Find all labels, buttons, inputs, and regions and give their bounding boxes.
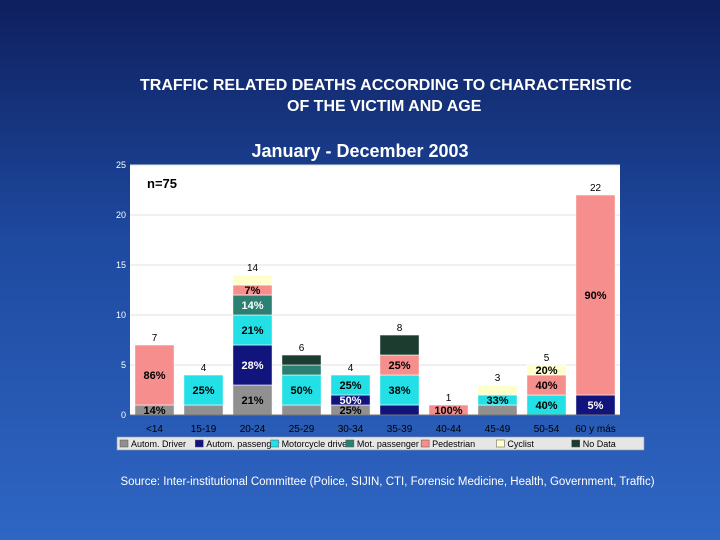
bar-segment-motorcycle-driver: [379, 374, 420, 406]
y-tick-label: 15: [116, 260, 126, 270]
bar-segment-no-data: [281, 354, 322, 366]
segment-percent-label: 21%: [241, 395, 263, 407]
x-tick-label: 35-39: [387, 424, 413, 435]
chart-subtitle: January - December 2003: [251, 141, 469, 161]
legend-swatch-mot-passenger: [345, 439, 355, 448]
legend-label: Pedestrian: [432, 439, 475, 449]
bar-segment-mot-passenger: [281, 364, 322, 376]
bar-segment-cyclist: [477, 384, 518, 396]
segment-percent-label: 5%: [588, 400, 604, 412]
source-note: Source: Inter-institutional Committee (P…: [120, 476, 655, 488]
x-tick-label: 40-44: [436, 424, 462, 435]
x-tick-label: <14: [146, 424, 163, 435]
bar-segment-autom-driver: [183, 404, 224, 416]
y-tick-label: 25: [116, 160, 126, 170]
legend-label: No Data: [583, 439, 616, 449]
sample-size-annotation: n=75: [147, 176, 177, 191]
bar-segment-pedestrian: [575, 194, 616, 396]
segment-percent-label: 25%: [388, 360, 410, 372]
segment-percent-label: 50%: [290, 385, 312, 397]
bar-total-label: 7: [152, 333, 158, 344]
bar-segment-motorcycle-driver: [183, 374, 224, 406]
bar-total-label: 1: [446, 393, 452, 404]
legend-swatch-motorcycle-driver: [270, 439, 279, 448]
bar-total-label: 5: [544, 353, 550, 364]
chart-title-line-1: TRAFFIC RELATED DEATHS ACCORDING TO CHAR…: [140, 77, 632, 94]
segment-percent-label: 20%: [535, 365, 557, 377]
bar-total-label: 14: [247, 263, 259, 274]
bar-segment-no-data: [379, 334, 420, 356]
x-tick-label: 20-24: [240, 424, 266, 435]
segment-percent-label: 38%: [388, 385, 410, 397]
segment-percent-label: 86%: [143, 370, 165, 382]
x-tick-label: 15-19: [191, 424, 217, 435]
legend-swatch-autom-passenger: [195, 439, 204, 448]
x-tick-label: 45-49: [485, 424, 511, 435]
segment-percent-label: 21%: [241, 325, 263, 337]
chart-title-line-2: OF THE VICTIM AND AGE: [287, 98, 482, 115]
legend-label: Autom. passenger: [206, 439, 279, 449]
segment-percent-label: 7%: [245, 285, 261, 297]
bar-segment-autom-passenger: [379, 404, 420, 416]
bar-segment-autom-driver: [281, 404, 322, 416]
legend-box: [116, 436, 645, 451]
chart-title: TRAFFIC RELATED DEATHS ACCORDING TO CHAR…: [140, 75, 720, 117]
y-tick-label: 10: [116, 310, 126, 320]
y-tick-label: 5: [121, 360, 126, 370]
segment-percent-label: 28%: [241, 360, 263, 372]
segment-percent-label: 40%: [535, 380, 557, 392]
x-tick-label: 50-54: [534, 424, 560, 435]
segment-percent-label: 25%: [192, 385, 214, 397]
legend-swatch-autom-driver: [119, 439, 129, 448]
legend-label: Cyclist: [507, 439, 534, 449]
legend-label: Autom. Driver: [131, 439, 186, 449]
y-tick-label: 20: [116, 210, 126, 220]
y-tick-label: 0: [121, 410, 126, 420]
bar-segment-cyclist: [232, 274, 273, 286]
segment-percent-label: 33%: [486, 395, 508, 407]
legend-swatch-no-data: [571, 439, 580, 448]
x-tick-label: 60 y más: [575, 424, 616, 435]
bar-total-label: 4: [348, 363, 354, 374]
legend-swatch-cyclist: [496, 439, 505, 448]
segment-percent-label: 40%: [535, 400, 557, 412]
bar-total-label: 22: [590, 183, 602, 194]
legend-label: Mot. passenger: [357, 439, 419, 449]
x-tick-label: 25-29: [289, 424, 315, 435]
bar-segment-pedestrian: [134, 344, 175, 406]
bar-total-label: 4: [201, 363, 207, 374]
bar-segment-autom-driver: [232, 384, 273, 416]
segment-percent-label: 25%: [339, 380, 361, 392]
segment-percent-label: 50%: [339, 395, 361, 407]
bar-segment-autom-passenger: [232, 344, 273, 386]
segment-percent-label: 90%: [584, 290, 606, 302]
x-tick-label: 30-34: [338, 424, 364, 435]
legend-label: Motorcycle driver: [282, 439, 351, 449]
segment-percent-label: 14%: [143, 405, 165, 417]
bar-segment-cyclist: [526, 364, 567, 376]
bar-total-label: 8: [397, 323, 403, 334]
bar-total-label: 3: [495, 373, 501, 384]
bar-segment-motorcycle-driver: [330, 374, 371, 396]
bar-segment-motorcycle-driver: [232, 314, 273, 346]
bar-total-label: 6: [299, 343, 305, 354]
segment-percent-label: 100%: [434, 405, 462, 417]
legend-swatch-pedestrian: [420, 439, 430, 448]
segment-percent-label: 14%: [241, 300, 263, 312]
segment-percent-label: 25%: [339, 405, 361, 417]
